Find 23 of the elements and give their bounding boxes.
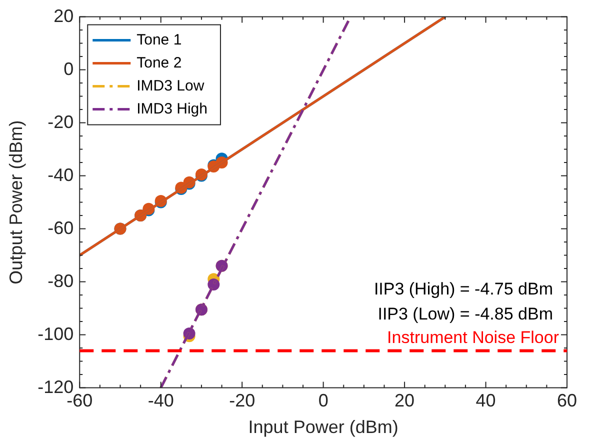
y-tick-label: 20 [54,6,74,26]
x-tick-label: 0 [318,390,328,411]
y-tick-label: -20 [48,112,74,132]
x-tick-label: -40 [148,390,174,411]
legend-label: Tone 1 [136,31,182,48]
y-tick-label: -100 [38,324,74,344]
x-tick-label: 60 [556,390,578,411]
x-axis-title: Input Power (dBm) [248,417,398,438]
y-tick-label: -40 [48,164,74,185]
annotation: IIP3 (Low) = -4.85 dBm [378,304,553,324]
legend-label: IMD3 Low [136,77,204,94]
y-tick-label: -120 [38,376,74,397]
y-tick-label: -60 [48,218,74,238]
annotation: IIP3 (High) = -4.75 dBm [374,279,553,298]
y-tick-label: 0 [64,58,74,79]
x-tick-label: 20 [394,390,415,411]
x-tick-label: 40 [476,390,496,411]
y-tick-label: -80 [48,270,74,291]
legend-label: IMD3 High [136,100,208,118]
y-axis-title: Output Power (dBm) [6,120,26,284]
x-tick-label: -20 [229,390,256,411]
ref-line-label: Instrument Noise Floor [387,328,560,347]
legend-label: Tone 2 [136,54,182,72]
